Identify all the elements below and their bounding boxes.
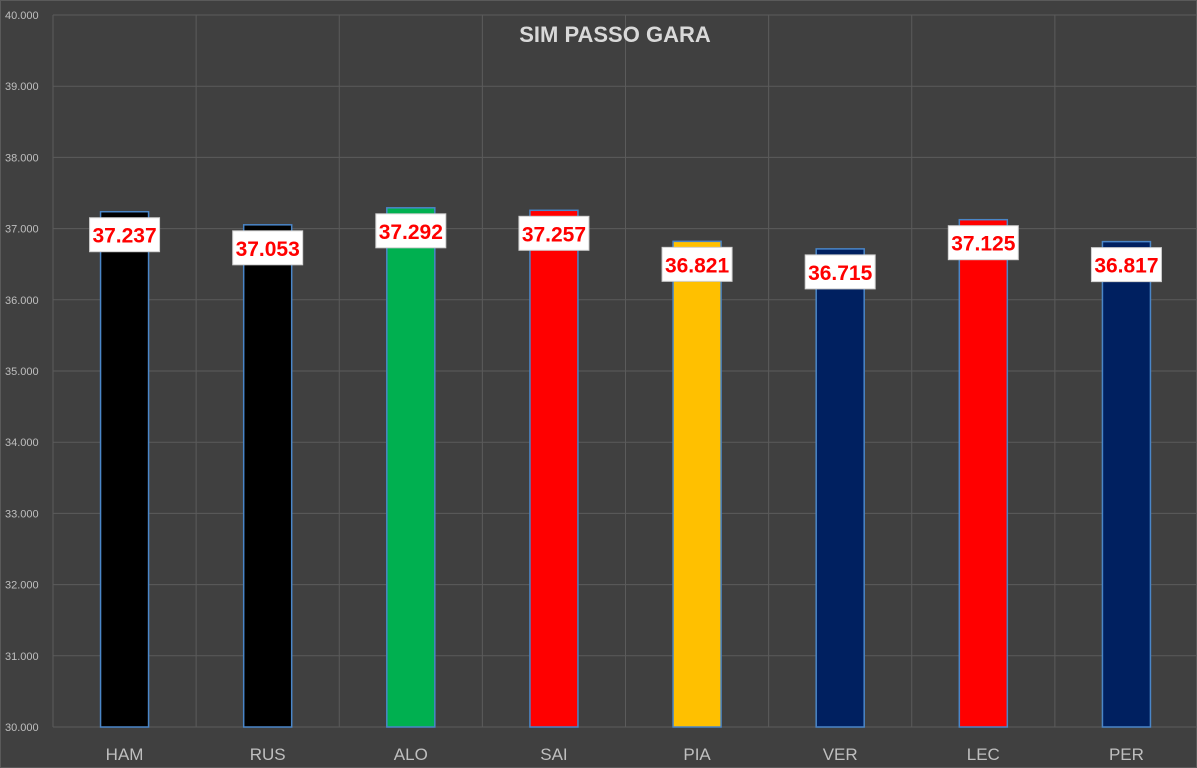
data-labels: 37.237 37.053 37.292 37.257 36.821 36.715 37.1… bbox=[89, 213, 1162, 290]
y-tick-label: 37.000 bbox=[5, 224, 39, 236]
data-label-pia: 36.821 bbox=[665, 254, 730, 277]
x-tick-label-pia: PIA bbox=[683, 745, 711, 764]
data-label-box bbox=[518, 215, 590, 251]
data-label-per: 36.817 bbox=[1094, 255, 1158, 278]
y-tick-label: 32.000 bbox=[5, 580, 39, 592]
y-tick-label: 35.000 bbox=[5, 366, 39, 378]
data-label-rus: 37.053 bbox=[236, 238, 300, 261]
bar-ver bbox=[815, 248, 865, 728]
bar-pia bbox=[672, 240, 722, 728]
data-label-box bbox=[804, 254, 876, 290]
x-tick-label-sai: SAI bbox=[540, 745, 567, 764]
data-label-lec: 37.125 bbox=[951, 233, 1016, 256]
x-tick-label-lec: LEC bbox=[967, 745, 1000, 764]
data-label-box bbox=[947, 225, 1019, 261]
data-label-ver: 36.715 bbox=[808, 262, 873, 285]
x-tick-label-ver: VER bbox=[823, 745, 858, 764]
y-tick-label: 36.000 bbox=[5, 295, 39, 307]
bar-lec bbox=[958, 218, 1009, 728]
y-tick-label: 30.000 bbox=[5, 722, 39, 734]
data-label-box bbox=[1090, 247, 1162, 283]
bar-alo bbox=[386, 207, 436, 728]
bar-sai bbox=[529, 209, 579, 728]
y-tick-label: 34.000 bbox=[5, 437, 39, 449]
y-axis-ticks: 30.000 31.000 32.000 33.000 34.000 35.000 36.0… bbox=[5, 10, 39, 734]
x-tick-label-alo: ALO bbox=[394, 745, 428, 764]
chart-title: SIM PASSO GARA bbox=[519, 22, 711, 47]
data-label-alo: 37.292 bbox=[379, 221, 443, 244]
bar-per bbox=[1101, 240, 1152, 728]
data-label-box bbox=[89, 217, 161, 253]
y-tick-label: 40.000 bbox=[5, 10, 39, 22]
y-tick-label: 31.000 bbox=[5, 651, 39, 663]
x-axis-ticks: HAM RUS ALO SAI PIA VER LEC PER bbox=[106, 745, 1144, 764]
x-tick-label-per: PER bbox=[1109, 745, 1144, 764]
data-label-ham: 37.237 bbox=[92, 225, 156, 248]
data-label-box bbox=[375, 213, 447, 249]
bar-rus bbox=[242, 224, 293, 728]
data-label-sai: 37.257 bbox=[522, 223, 586, 246]
y-tick-label: 39.000 bbox=[5, 81, 39, 93]
x-tick-label-rus: RUS bbox=[250, 745, 286, 764]
x-tick-label-ham: HAM bbox=[106, 745, 144, 764]
grid-lines bbox=[52, 14, 1197, 728]
data-label-box bbox=[232, 230, 304, 266]
bar-ham bbox=[99, 210, 150, 728]
data-label-box bbox=[661, 246, 733, 282]
y-tick-label: 33.000 bbox=[5, 508, 39, 520]
bars bbox=[99, 207, 1152, 728]
y-tick-label: 38.000 bbox=[5, 152, 39, 164]
